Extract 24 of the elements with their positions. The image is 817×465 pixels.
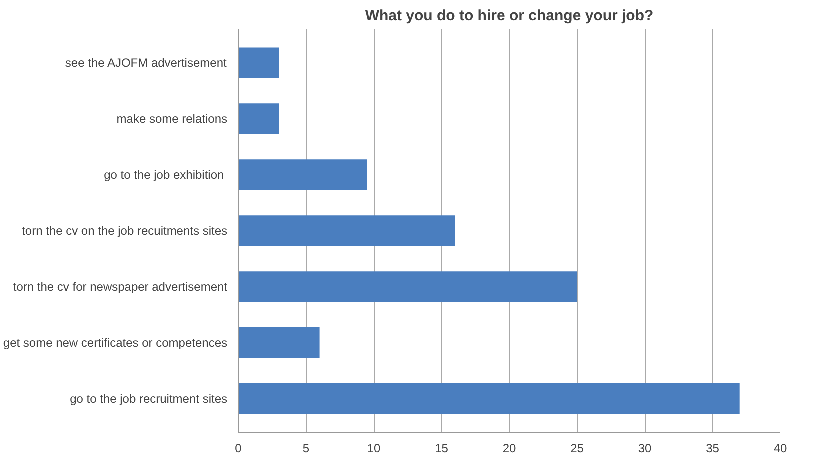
bar <box>238 160 368 190</box>
x-tick-label: 35 <box>706 442 720 456</box>
bar <box>238 48 280 78</box>
x-tick-label: 20 <box>502 442 516 456</box>
x-tick-label: 40 <box>774 442 788 456</box>
bar <box>238 272 578 302</box>
x-tick-label: 5 <box>302 442 310 456</box>
bar <box>238 216 456 246</box>
bar <box>238 328 320 358</box>
y-tick-label: make some relations <box>116 112 228 126</box>
x-tick-label: 15 <box>435 442 449 456</box>
y-tick-label: get some new certificates or competences <box>3 336 228 350</box>
y-tick-label: torn the cv for newspaper advertisement <box>13 280 228 294</box>
y-tick-label: see the AJOFM advertisement <box>65 56 228 70</box>
y-tick-label: go to the job exhibition <box>104 168 224 182</box>
chart-title: What you do to hire or change your job? <box>365 8 654 24</box>
x-tick-label: 0 <box>235 442 242 456</box>
x-tick-label: 25 <box>570 442 584 456</box>
bar <box>238 104 280 134</box>
y-tick-label: torn the cv on the job recuitments sites <box>22 224 228 238</box>
x-tick-label: 30 <box>638 442 652 456</box>
bar <box>238 384 740 414</box>
x-tick-label: 10 <box>367 442 381 456</box>
y-tick-label: go to the job recruitment sites <box>70 392 228 406</box>
